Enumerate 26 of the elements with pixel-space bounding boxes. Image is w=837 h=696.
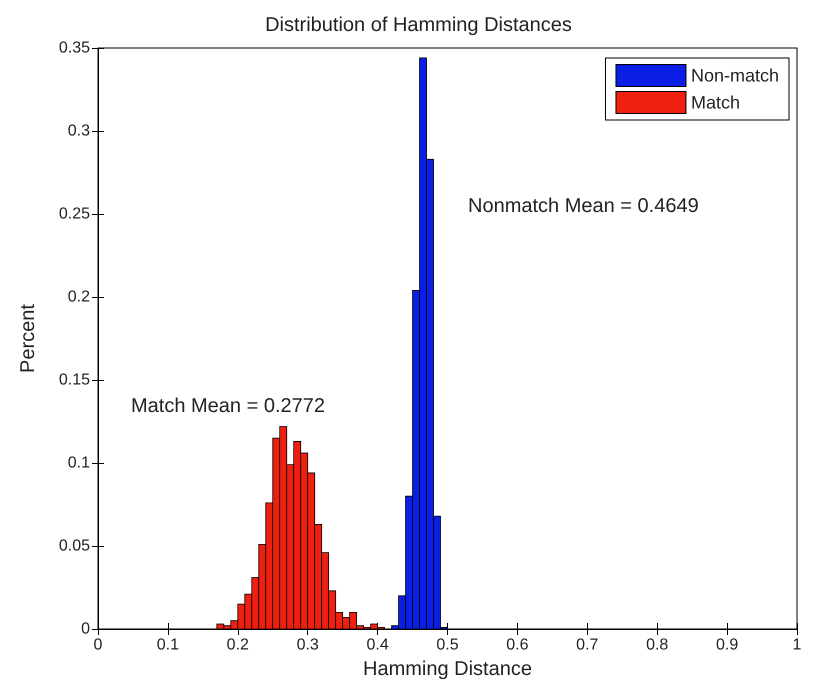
x-tick-label: 0.2 — [226, 636, 250, 654]
y-tick-label: 0 — [81, 620, 90, 638]
y-tick-label: 0.2 — [68, 288, 90, 306]
x-tick-label: 0.7 — [576, 636, 599, 654]
y-tick-label: 0.15 — [58, 372, 90, 388]
x-tick-label: 0 — [94, 636, 103, 654]
x-tick-label: 1 — [792, 636, 802, 654]
y-axis-title: Percent — [17, 304, 39, 373]
x-tick-label: 0.8 — [646, 636, 668, 654]
x-axis-title: Hamming Distance — [363, 658, 532, 680]
annotation: Match Mean = 0.2772 — [131, 395, 326, 417]
y-tick-label: 0.3 — [68, 122, 90, 140]
chart-title: Distribution of Hamming Distances — [265, 14, 572, 36]
y-tick-label: 0.05 — [58, 538, 90, 554]
x-tick-label: 0.6 — [506, 636, 529, 654]
y-tick-label: 0.1 — [68, 454, 90, 472]
x-tick-label: 0.3 — [296, 636, 319, 654]
legend-label: Non-match — [690, 66, 779, 86]
x-tick-label: 0.5 — [436, 636, 459, 654]
y-tick-label: 0.25 — [58, 206, 90, 222]
legend-label: Match — [690, 92, 740, 112]
x-tick-label: 0.9 — [716, 636, 738, 654]
x-tick-label: 0.1 — [156, 636, 180, 654]
y-tick-label: 0.35 — [58, 40, 90, 56]
x-tick-label: 0.4 — [366, 636, 389, 654]
annotation: Nonmatch Mean = 0.4649 — [468, 195, 699, 217]
